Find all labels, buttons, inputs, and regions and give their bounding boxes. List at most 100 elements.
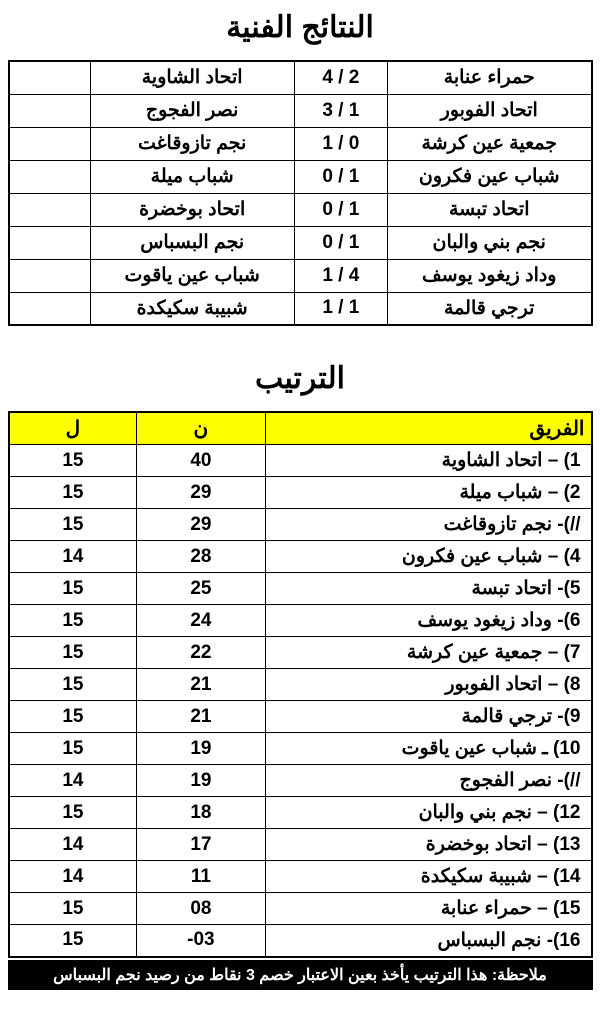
standings-row: 5)- اتحاد تبسة2515	[9, 573, 592, 605]
pts-cell: 25	[137, 573, 265, 605]
standings-row: 13) – اتحاد بوخضرة1714	[9, 829, 592, 861]
away-team: نصر الفجوج	[90, 94, 294, 127]
standings-header-row: الفريق ن ل	[9, 412, 592, 445]
home-team: جمعية عين كرشة	[387, 127, 591, 160]
pts-cell: 21	[137, 701, 265, 733]
standings-row: 1) – اتحاد الشاوية4015	[9, 445, 592, 477]
results-row: جمعية عين كرشة1 / 0نجم تازوقاغت	[9, 127, 592, 160]
pts-cell: 21	[137, 669, 265, 701]
pts-cell: 08	[137, 893, 265, 925]
standings-row: 4) – شباب عين فكرون2814	[9, 541, 592, 573]
spacer-cell	[9, 94, 91, 127]
home-team: وداد زيغود يوسف	[387, 259, 591, 292]
results-row: حمراء عنابة4 / 2اتحاد الشاوية	[9, 61, 592, 94]
results-row: اتحاد الفوبور3 / 1نصر الفجوج	[9, 94, 592, 127]
gp-cell: 15	[9, 573, 137, 605]
gp-cell: 15	[9, 477, 137, 509]
score: 1 / 0	[294, 127, 387, 160]
pts-cell: 22	[137, 637, 265, 669]
standings-row: 6)- وداد زيغود يوسف2415	[9, 605, 592, 637]
standings-row: //)- نجم تازوقاغت2915	[9, 509, 592, 541]
team-cell: 10) ـ شباب عين ياقوت	[265, 733, 591, 765]
home-team: اتحاد الفوبور	[387, 94, 591, 127]
pts-cell: 19	[137, 733, 265, 765]
team-cell: 5)- اتحاد تبسة	[265, 573, 591, 605]
team-cell: 8) – اتحاد الفوبور	[265, 669, 591, 701]
team-cell: 15) – حمراء عنابة	[265, 893, 591, 925]
pts-cell: 29	[137, 477, 265, 509]
standings-row: 8) – اتحاد الفوبور2115	[9, 669, 592, 701]
score: 1 / 4	[294, 259, 387, 292]
header-team: الفريق	[265, 412, 591, 445]
note-bar: ملاحظة: هذا الترتيب يأخذ بعين الاعتبار خ…	[8, 960, 593, 990]
pts-cell: 19	[137, 765, 265, 797]
spacer-cell	[9, 193, 91, 226]
team-cell: 14) – شبيبة سكيكدة	[265, 861, 591, 893]
results-row: ترجي قالمة1 / 1شبيبة سكيكدة	[9, 292, 592, 325]
pts-cell: 29	[137, 509, 265, 541]
away-team: اتحاد بوخضرة	[90, 193, 294, 226]
away-team: نجم البسباس	[90, 226, 294, 259]
pts-cell: 40	[137, 445, 265, 477]
home-team: ترجي قالمة	[387, 292, 591, 325]
spacer-cell	[9, 226, 91, 259]
gp-cell: 15	[9, 925, 137, 957]
team-cell: 9)- ترجي قالمة	[265, 701, 591, 733]
score: 3 / 1	[294, 94, 387, 127]
spacer-cell	[9, 61, 91, 94]
home-team: اتحاد تبسة	[387, 193, 591, 226]
team-cell: 2) – شباب ميلة	[265, 477, 591, 509]
pts-cell: 28	[137, 541, 265, 573]
score: 1 / 1	[294, 292, 387, 325]
gp-cell: 15	[9, 605, 137, 637]
gp-cell: 15	[9, 637, 137, 669]
header-pts: ن	[137, 412, 265, 445]
home-team: نجم بني والبان	[387, 226, 591, 259]
home-team: شباب عين فكرون	[387, 160, 591, 193]
standings-row: 12) – نجم بني والبان1815	[9, 797, 592, 829]
score: 0 / 1	[294, 226, 387, 259]
away-team: شباب ميلة	[90, 160, 294, 193]
home-team: حمراء عنابة	[387, 61, 591, 94]
team-cell: //)- نجم تازوقاغت	[265, 509, 591, 541]
spacer-cell	[9, 127, 91, 160]
spacer-cell	[9, 160, 91, 193]
pts-cell: 18	[137, 797, 265, 829]
spacer-cell	[9, 259, 91, 292]
gp-cell: 15	[9, 445, 137, 477]
standings-table: الفريق ن ل 1) – اتحاد الشاوية40152) – شب…	[8, 411, 593, 958]
standings-title: الترتيب	[0, 346, 600, 411]
standings-row: 14) – شبيبة سكيكدة1114	[9, 861, 592, 893]
gp-cell: 15	[9, 797, 137, 829]
pts-cell: 11	[137, 861, 265, 893]
team-cell: 13) – اتحاد بوخضرة	[265, 829, 591, 861]
score: 4 / 2	[294, 61, 387, 94]
team-cell: 16)- نجم البسباس	[265, 925, 591, 957]
team-cell: //)- نصر الفجوج	[265, 765, 591, 797]
team-cell: 12) – نجم بني والبان	[265, 797, 591, 829]
standings-row: 10) ـ شباب عين ياقوت1915	[9, 733, 592, 765]
score: 0 / 1	[294, 193, 387, 226]
standings-row: 2) – شباب ميلة2915	[9, 477, 592, 509]
gp-cell: 14	[9, 829, 137, 861]
score: 0 / 1	[294, 160, 387, 193]
gp-cell: 14	[9, 861, 137, 893]
gp-cell: 15	[9, 509, 137, 541]
results-table: حمراء عنابة4 / 2اتحاد الشاويةاتحاد الفوب…	[8, 60, 593, 326]
away-team: شبيبة سكيكدة	[90, 292, 294, 325]
results-row: نجم بني والبان0 / 1نجم البسباس	[9, 226, 592, 259]
standings-row: 7) – جمعية عين كرشة2215	[9, 637, 592, 669]
team-cell: 7) – جمعية عين كرشة	[265, 637, 591, 669]
away-team: اتحاد الشاوية	[90, 61, 294, 94]
team-cell: 1) – اتحاد الشاوية	[265, 445, 591, 477]
standings-row: //)- نصر الفجوج1914	[9, 765, 592, 797]
standings-row: 9)- ترجي قالمة2115	[9, 701, 592, 733]
pts-cell: 03-	[137, 925, 265, 957]
pts-cell: 17	[137, 829, 265, 861]
standings-row: 15) – حمراء عنابة0815	[9, 893, 592, 925]
results-row: اتحاد تبسة0 / 1اتحاد بوخضرة	[9, 193, 592, 226]
pts-cell: 24	[137, 605, 265, 637]
spacer-cell	[9, 292, 91, 325]
header-gp: ل	[9, 412, 137, 445]
gp-cell: 15	[9, 701, 137, 733]
